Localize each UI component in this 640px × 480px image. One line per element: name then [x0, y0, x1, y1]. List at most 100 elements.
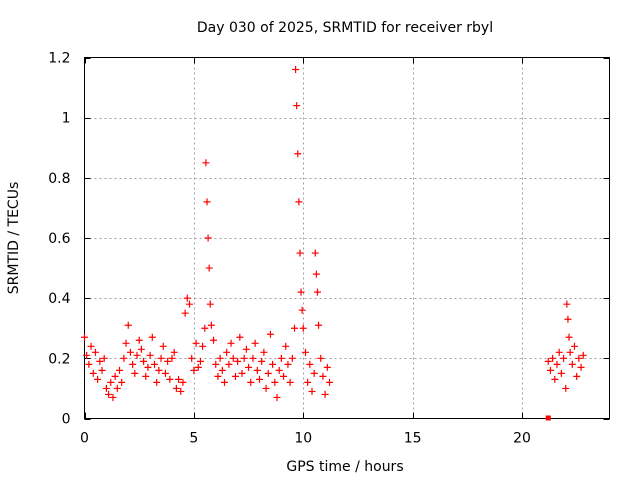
data-point	[315, 321, 323, 329]
data-point	[323, 363, 331, 371]
data-point	[311, 249, 319, 257]
data-point	[573, 372, 581, 380]
data-point	[120, 354, 128, 362]
data-point	[546, 366, 554, 374]
data-point	[81, 333, 88, 341]
data-point	[212, 360, 220, 368]
data-point	[133, 351, 141, 359]
data-point	[240, 354, 248, 362]
data-point	[122, 339, 130, 347]
y-tick-label: 0.2	[48, 351, 70, 367]
data-point	[310, 369, 318, 377]
data-point	[225, 360, 233, 368]
data-point	[251, 339, 259, 347]
data-point	[126, 348, 134, 356]
data-point	[277, 354, 285, 362]
data-point	[551, 375, 559, 383]
data-point	[188, 354, 196, 362]
data-point	[221, 378, 228, 386]
data-point	[98, 366, 106, 374]
data-point	[223, 348, 231, 356]
data-point	[297, 288, 305, 296]
data-point	[153, 378, 161, 386]
data-point	[273, 393, 281, 401]
chart-title: Day 030 of 2025, SRMTID for receiver rby…	[197, 20, 493, 36]
data-point	[262, 384, 270, 392]
data-point	[227, 339, 235, 347]
data-point	[207, 321, 215, 329]
data-point	[264, 369, 272, 377]
data-point	[206, 300, 214, 308]
data-point	[269, 360, 277, 368]
data-point	[146, 351, 154, 359]
x-axis-label: GPS time / hours	[286, 459, 403, 475]
data-point	[172, 384, 180, 392]
data-point	[298, 306, 306, 314]
data-point	[87, 342, 95, 350]
data-point	[571, 342, 578, 350]
data-point	[129, 360, 137, 368]
data-point	[83, 351, 91, 359]
data-point	[201, 324, 209, 332]
data-point	[256, 375, 263, 383]
y-tick-labels: 0 0.2 0.4 0.6 0.8 1 1.2	[48, 51, 70, 428]
data-point	[275, 366, 283, 374]
y-tick-label: 0	[62, 412, 71, 428]
data-point	[326, 378, 333, 386]
data-point	[116, 366, 123, 374]
data-point	[107, 378, 115, 386]
data-point	[194, 363, 202, 371]
data-point	[111, 372, 119, 380]
data-point	[124, 321, 132, 329]
data-point	[218, 366, 226, 374]
data-point	[170, 348, 178, 356]
data-point	[199, 342, 207, 350]
data-point	[177, 387, 185, 395]
data-point	[205, 264, 213, 272]
y-tick-label: 0.8	[48, 171, 70, 187]
y-tick-label: 0.6	[48, 231, 70, 247]
data-point	[321, 390, 329, 398]
data-point	[94, 375, 102, 383]
x-tick-label: 0	[80, 431, 89, 447]
data-point	[282, 342, 290, 350]
data-point	[238, 369, 246, 377]
data-point	[258, 357, 266, 365]
data-point	[179, 378, 187, 386]
data-point	[280, 372, 288, 380]
data-point	[553, 360, 561, 368]
data-point	[109, 393, 117, 401]
data-point	[293, 102, 301, 110]
data-point	[306, 360, 314, 368]
data-point	[245, 363, 253, 371]
data-point	[159, 342, 167, 350]
data-point	[155, 366, 163, 374]
data-point	[105, 390, 113, 398]
data-point	[566, 348, 574, 356]
data-point	[85, 360, 93, 368]
data-point	[253, 366, 261, 374]
data-point	[560, 354, 568, 362]
data-point	[291, 324, 298, 332]
data-points	[81, 66, 587, 421]
data-point	[565, 333, 573, 341]
data-point	[249, 354, 257, 362]
data-point	[231, 372, 239, 380]
data-point	[91, 348, 99, 356]
data-point	[286, 378, 294, 386]
data-point	[135, 336, 143, 344]
data-point	[562, 384, 570, 392]
data-point	[312, 270, 320, 278]
data-point	[288, 354, 296, 362]
data-point	[203, 198, 211, 206]
data-point	[260, 348, 268, 356]
x-tick-labels: 0 5 10 15 20	[80, 431, 531, 447]
x-tick-label: 20	[513, 431, 531, 447]
data-point	[151, 360, 158, 368]
x-tick-label: 15	[404, 431, 422, 447]
data-point	[113, 384, 121, 392]
data-point	[175, 375, 183, 383]
x-tick-label: 10	[294, 431, 312, 447]
data-point	[161, 369, 169, 377]
